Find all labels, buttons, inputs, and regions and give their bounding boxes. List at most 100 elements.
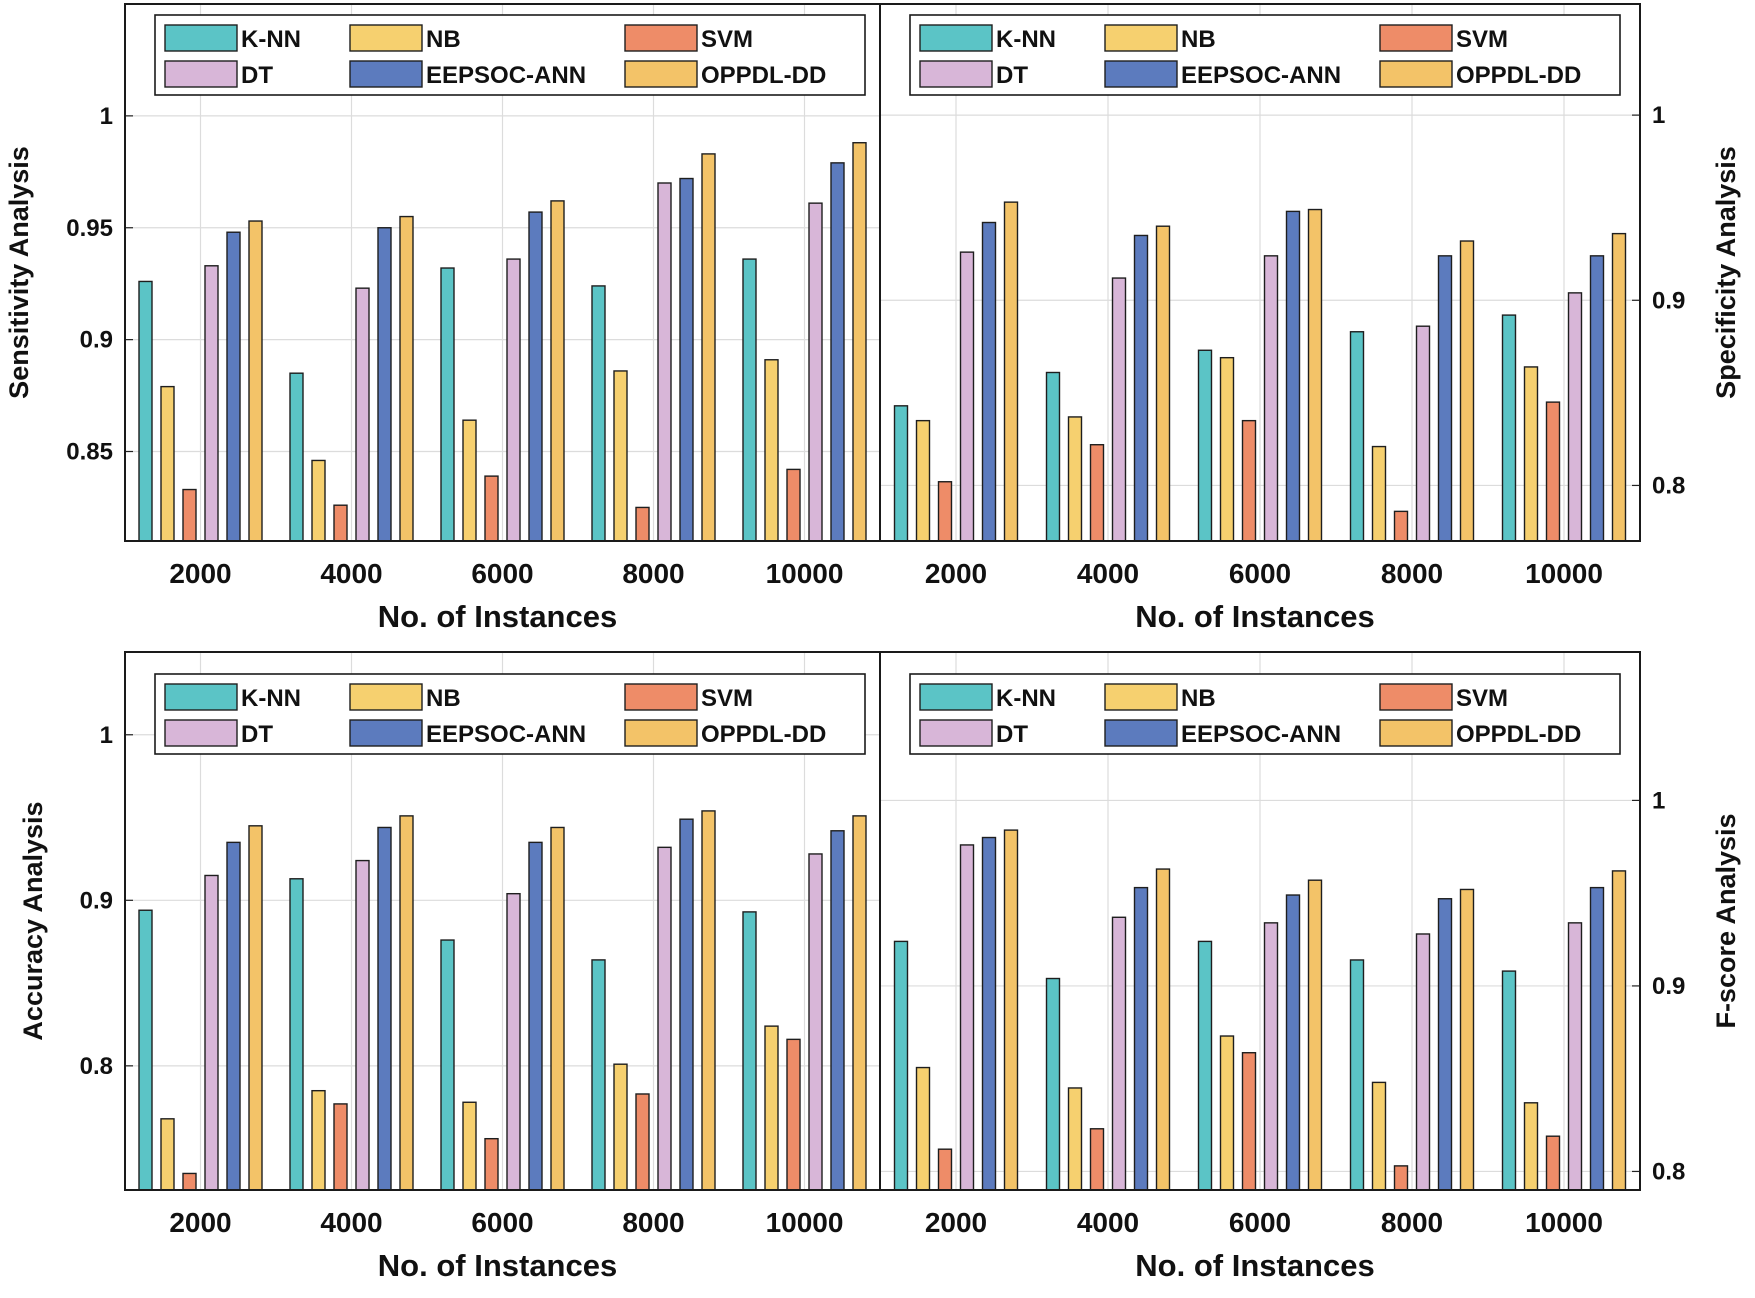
bar-dt-10000[interactable] bbox=[1567, 292, 1583, 542]
bar-k-nn-10000[interactable] bbox=[742, 258, 757, 542]
bar-oppdl-dd-8000[interactable] bbox=[1459, 240, 1475, 542]
bar-svm-4000[interactable] bbox=[1089, 1128, 1105, 1191]
bar-nb-8000[interactable] bbox=[613, 1063, 628, 1191]
bar-svm-10000[interactable] bbox=[786, 468, 801, 542]
bar-oppdl-dd-6000[interactable] bbox=[1307, 879, 1323, 1191]
bar-nb-4000[interactable] bbox=[311, 459, 326, 542]
bar-eepsoc-ann-4000[interactable] bbox=[377, 826, 392, 1191]
bar-nb-8000[interactable] bbox=[613, 370, 628, 542]
bar-svm-8000[interactable] bbox=[635, 1093, 650, 1191]
bar-oppdl-dd-8000[interactable] bbox=[701, 153, 716, 542]
bar-dt-8000[interactable] bbox=[657, 846, 672, 1191]
bar-k-nn-10000[interactable] bbox=[742, 911, 757, 1191]
bar-k-nn-2000[interactable] bbox=[138, 909, 153, 1191]
bar-nb-4000[interactable] bbox=[1067, 1087, 1083, 1191]
bar-eepsoc-ann-4000[interactable] bbox=[1133, 886, 1149, 1191]
bar-svm-2000[interactable] bbox=[937, 481, 953, 542]
bar-eepsoc-ann-4000[interactable] bbox=[377, 227, 392, 542]
bar-eepsoc-ann-10000[interactable] bbox=[1589, 886, 1605, 1191]
bar-nb-8000[interactable] bbox=[1371, 445, 1387, 542]
bar-svm-6000[interactable] bbox=[484, 1137, 499, 1191]
bar-k-nn-2000[interactable] bbox=[893, 405, 909, 542]
bar-nb-8000[interactable] bbox=[1371, 1081, 1387, 1191]
bar-oppdl-dd-10000[interactable] bbox=[1611, 232, 1627, 542]
bar-dt-10000[interactable] bbox=[808, 202, 823, 542]
bar-svm-4000[interactable] bbox=[1089, 444, 1105, 542]
bar-k-nn-10000[interactable] bbox=[1501, 314, 1517, 542]
bar-svm-2000[interactable] bbox=[182, 1172, 197, 1191]
bar-k-nn-4000[interactable] bbox=[1045, 977, 1061, 1191]
bar-oppdl-dd-8000[interactable] bbox=[701, 810, 716, 1191]
bar-eepsoc-ann-6000[interactable] bbox=[1285, 210, 1301, 542]
bar-svm-8000[interactable] bbox=[1393, 510, 1409, 542]
bar-oppdl-dd-2000[interactable] bbox=[248, 825, 263, 1191]
bar-k-nn-6000[interactable] bbox=[440, 939, 455, 1191]
bar-nb-2000[interactable] bbox=[160, 1118, 175, 1191]
bar-nb-4000[interactable] bbox=[1067, 416, 1083, 542]
bar-dt-4000[interactable] bbox=[355, 859, 370, 1191]
bar-dt-2000[interactable] bbox=[204, 265, 219, 542]
bar-k-nn-8000[interactable] bbox=[1349, 331, 1365, 542]
bar-eepsoc-ann-2000[interactable] bbox=[226, 231, 241, 542]
bar-nb-10000[interactable] bbox=[764, 1025, 779, 1191]
bar-dt-6000[interactable] bbox=[1263, 922, 1279, 1191]
bar-dt-6000[interactable] bbox=[1263, 255, 1279, 542]
bar-k-nn-4000[interactable] bbox=[1045, 371, 1061, 542]
bar-svm-10000[interactable] bbox=[1545, 1135, 1561, 1191]
bar-oppdl-dd-6000[interactable] bbox=[550, 826, 565, 1191]
bar-dt-2000[interactable] bbox=[204, 874, 219, 1191]
bar-svm-6000[interactable] bbox=[484, 475, 499, 542]
bar-eepsoc-ann-10000[interactable] bbox=[830, 830, 845, 1191]
bar-oppdl-dd-6000[interactable] bbox=[1307, 208, 1323, 542]
bar-oppdl-dd-10000[interactable] bbox=[852, 142, 867, 542]
bar-eepsoc-ann-8000[interactable] bbox=[679, 818, 694, 1191]
bar-oppdl-dd-2000[interactable] bbox=[1003, 829, 1019, 1191]
bar-k-nn-10000[interactable] bbox=[1501, 970, 1517, 1191]
bar-eepsoc-ann-8000[interactable] bbox=[1437, 255, 1453, 542]
bar-dt-6000[interactable] bbox=[506, 892, 521, 1191]
bar-oppdl-dd-4000[interactable] bbox=[1155, 868, 1171, 1191]
bar-nb-10000[interactable] bbox=[1523, 1102, 1539, 1191]
bar-eepsoc-ann-10000[interactable] bbox=[830, 162, 845, 542]
bar-dt-10000[interactable] bbox=[808, 853, 823, 1191]
bar-oppdl-dd-4000[interactable] bbox=[1155, 225, 1171, 542]
bar-k-nn-6000[interactable] bbox=[1197, 349, 1213, 542]
bar-svm-6000[interactable] bbox=[1241, 1052, 1257, 1191]
bar-svm-10000[interactable] bbox=[1545, 401, 1561, 542]
bar-svm-4000[interactable] bbox=[333, 504, 348, 542]
bar-k-nn-2000[interactable] bbox=[893, 940, 909, 1191]
bar-k-nn-4000[interactable] bbox=[289, 372, 304, 542]
bar-dt-8000[interactable] bbox=[657, 182, 672, 542]
bar-dt-4000[interactable] bbox=[1111, 916, 1127, 1191]
bar-svm-4000[interactable] bbox=[333, 1103, 348, 1191]
bar-k-nn-8000[interactable] bbox=[591, 285, 606, 542]
bar-k-nn-4000[interactable] bbox=[289, 878, 304, 1191]
bar-eepsoc-ann-4000[interactable] bbox=[1133, 234, 1149, 542]
bar-k-nn-8000[interactable] bbox=[591, 959, 606, 1191]
bar-nb-6000[interactable] bbox=[462, 419, 477, 542]
bar-nb-10000[interactable] bbox=[764, 359, 779, 542]
bar-oppdl-dd-8000[interactable] bbox=[1459, 888, 1475, 1191]
bar-svm-8000[interactable] bbox=[635, 506, 650, 542]
bar-nb-2000[interactable] bbox=[915, 419, 931, 542]
bar-nb-6000[interactable] bbox=[1219, 1035, 1235, 1191]
bar-nb-4000[interactable] bbox=[311, 1089, 326, 1191]
bar-k-nn-2000[interactable] bbox=[138, 280, 153, 542]
bar-svm-10000[interactable] bbox=[786, 1038, 801, 1191]
bar-eepsoc-ann-6000[interactable] bbox=[1285, 894, 1301, 1191]
bar-eepsoc-ann-8000[interactable] bbox=[1437, 898, 1453, 1191]
bar-oppdl-dd-4000[interactable] bbox=[399, 815, 414, 1191]
bar-eepsoc-ann-10000[interactable] bbox=[1589, 255, 1605, 542]
bar-dt-4000[interactable] bbox=[1111, 277, 1127, 542]
bar-nb-10000[interactable] bbox=[1523, 366, 1539, 542]
bar-oppdl-dd-10000[interactable] bbox=[1611, 870, 1627, 1191]
bar-eepsoc-ann-8000[interactable] bbox=[679, 177, 694, 542]
bar-k-nn-6000[interactable] bbox=[1197, 940, 1213, 1191]
bar-oppdl-dd-4000[interactable] bbox=[399, 215, 414, 542]
bar-oppdl-dd-2000[interactable] bbox=[248, 220, 263, 542]
bar-nb-2000[interactable] bbox=[915, 1066, 931, 1191]
bar-svm-6000[interactable] bbox=[1241, 419, 1257, 542]
bar-eepsoc-ann-2000[interactable] bbox=[981, 221, 997, 542]
bar-eepsoc-ann-6000[interactable] bbox=[528, 211, 543, 542]
bar-k-nn-8000[interactable] bbox=[1349, 959, 1365, 1191]
